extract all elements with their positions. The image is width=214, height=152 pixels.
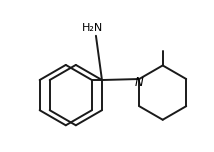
Text: H₂N: H₂N bbox=[82, 23, 104, 33]
Text: N: N bbox=[135, 76, 144, 89]
